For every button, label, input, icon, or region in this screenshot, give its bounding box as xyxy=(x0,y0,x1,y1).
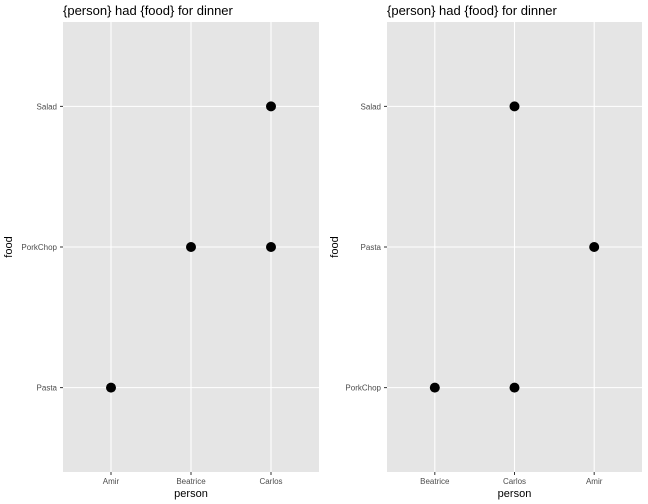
data-point xyxy=(509,101,520,112)
x-tick-label: Carlos xyxy=(259,477,282,486)
y-tick-label: Salad xyxy=(37,102,57,111)
x-tick-label: Amir xyxy=(586,477,603,486)
x-tick-label: Carlos xyxy=(503,477,526,486)
x-tick-label: Beatrice xyxy=(420,477,450,486)
chart-title: {person} had {food} for dinner xyxy=(387,3,558,18)
chart-title: {person} had {food} for dinner xyxy=(63,3,234,18)
y-tick-label: Pasta xyxy=(37,384,58,393)
x-axis-title: person xyxy=(174,488,208,500)
data-point xyxy=(509,382,520,393)
chart-panel-left: Amir Beatrice Carlos Pasta PorkChop Salad {per… xyxy=(3,3,319,500)
y-tick-label: PorkChop xyxy=(345,384,381,393)
y-tick-label: Pasta xyxy=(361,243,382,252)
data-point xyxy=(266,242,276,252)
data-point xyxy=(589,242,600,252)
y-tick-label: PorkChop xyxy=(21,243,57,252)
y-axis-title: food xyxy=(329,236,341,257)
x-tick-label: Beatrice xyxy=(176,477,206,486)
x-tick-label: Amir xyxy=(103,477,120,486)
x-axis-title: person xyxy=(498,488,532,500)
y-tick-label: Salad xyxy=(361,102,381,111)
data-point xyxy=(106,382,116,393)
data-point xyxy=(186,242,196,252)
data-point xyxy=(429,382,440,393)
data-point xyxy=(266,101,276,112)
chart-panel-right: Beatrice Carlos Amir PorkChop Pasta Salad {per… xyxy=(329,3,642,500)
y-axis-title: food xyxy=(3,236,15,257)
